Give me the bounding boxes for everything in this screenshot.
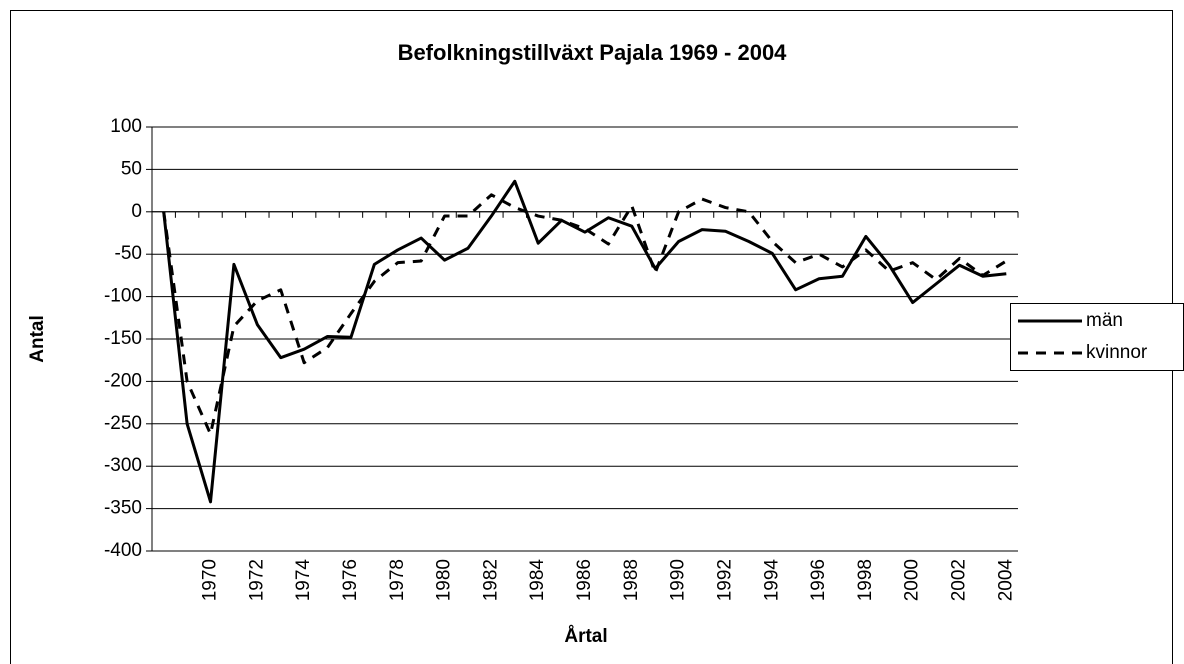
- x-tick-label: 1992: [714, 559, 735, 601]
- x-tick-label: 1972: [246, 559, 267, 601]
- legend-box: [1010, 303, 1184, 371]
- legend-label: män: [1086, 310, 1123, 331]
- series-line: [162, 193, 1008, 436]
- x-tick-label: 1994: [761, 559, 782, 602]
- x-tick-label: 1978: [387, 559, 408, 601]
- y-tick-label: -100: [104, 286, 142, 307]
- y-tick-label: 0: [131, 201, 142, 222]
- x-tick-label: 1980: [434, 559, 455, 601]
- y-tick-label: 50: [121, 158, 142, 179]
- x-tick-label: 1976: [340, 559, 361, 601]
- x-tick-label: 2000: [902, 559, 923, 601]
- series-line: [162, 179, 1007, 504]
- x-tick-label: 1990: [668, 559, 689, 601]
- chart-frame: [10, 10, 1173, 664]
- x-tick-label: 2004: [995, 559, 1016, 602]
- x-tick-label: 1974: [293, 559, 314, 602]
- legend-label: kvinnor: [1086, 342, 1148, 363]
- x-tick-label: 1984: [527, 559, 548, 602]
- chart-title: Befolkningstillväxt Pajala 1969 - 2004: [398, 40, 788, 65]
- x-tick-label: 1970: [200, 559, 221, 601]
- y-tick-label: 100: [110, 116, 142, 137]
- x-tick-label: 1986: [574, 559, 595, 601]
- y-axis-label: Antal: [27, 315, 48, 363]
- y-tick-label: -200: [104, 370, 142, 391]
- y-tick-label: -50: [115, 243, 142, 264]
- y-tick-label: -400: [104, 540, 142, 561]
- x-tick-label: 2002: [949, 559, 970, 601]
- x-tick-label: 1998: [855, 559, 876, 601]
- x-axis-label: Årtal: [564, 626, 607, 647]
- y-tick-label: -350: [104, 498, 142, 519]
- x-tick-label: 1996: [808, 559, 829, 601]
- y-tick-label: -150: [104, 328, 142, 349]
- x-tick-label: 1982: [480, 559, 501, 601]
- x-tick-label: 1988: [621, 559, 642, 601]
- y-tick-label: -300: [104, 455, 142, 476]
- y-tick-label: -250: [104, 413, 142, 434]
